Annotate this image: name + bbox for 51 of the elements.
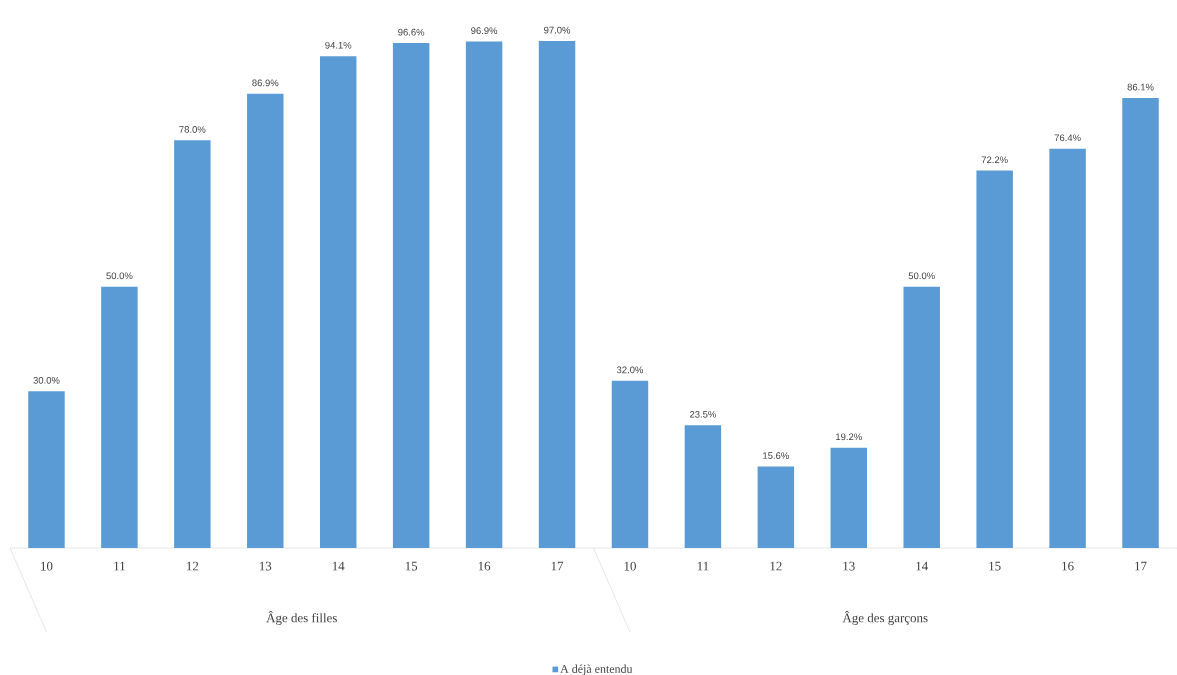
data-label: 96.6% <box>398 28 425 36</box>
bar <box>101 286 138 548</box>
data-label: 97.0% <box>544 26 571 34</box>
bar <box>1122 97 1159 548</box>
bar <box>174 140 211 548</box>
x-tick-label: 11 <box>114 561 125 571</box>
bar <box>465 41 503 548</box>
x-tick-label: 15 <box>405 561 418 571</box>
data-label: 19.2% <box>836 433 862 441</box>
bar <box>392 43 430 548</box>
bar <box>1049 148 1086 548</box>
data-label: 96.9% <box>471 27 498 34</box>
data-label: 76.4% <box>1054 134 1081 142</box>
bar <box>28 391 65 548</box>
x-tick-label: 16 <box>1062 561 1074 571</box>
bar <box>319 56 357 548</box>
bar <box>903 286 940 548</box>
text: Âge des filles <box>266 611 337 625</box>
x-tick-label: 14 <box>916 561 928 571</box>
data-label: 78.0% <box>179 126 206 133</box>
x-tick-label: 12 <box>770 561 782 571</box>
x-tick-label: 11 <box>697 561 709 571</box>
data-label: 86.1% <box>1127 83 1154 91</box>
bar <box>684 425 722 548</box>
bar <box>976 170 1013 548</box>
data-label: 15.6% <box>763 452 789 459</box>
x-tick-label: 17 <box>1135 561 1147 571</box>
data-label: 30.0% <box>33 376 60 384</box>
x-tick-label: 15 <box>989 561 1001 571</box>
x-tick-label: 12 <box>187 561 199 571</box>
data-label: 94.1% <box>325 41 352 49</box>
data-label: 50.0% <box>908 272 935 280</box>
data-label: 50.0% <box>106 272 133 280</box>
bar <box>247 93 284 548</box>
x-tick-label: 13 <box>843 561 855 571</box>
text: Âge des garçons <box>842 611 928 625</box>
x-tick-label: 13 <box>259 561 272 571</box>
bar <box>757 466 795 548</box>
data-label: 32.0% <box>616 366 644 374</box>
x-tick-label: 14 <box>332 561 345 571</box>
bar <box>611 380 649 548</box>
data-label: 23.5% <box>689 410 716 418</box>
x-tick-label: 10 <box>41 561 53 571</box>
x-tick-label: 16 <box>478 561 491 571</box>
x-tick-label: 10 <box>624 561 636 571</box>
x-tick-label: 17 <box>551 561 564 571</box>
legend-label: A déjà entendu <box>560 664 633 675</box>
data-label: 86.9% <box>252 79 279 87</box>
bar <box>538 40 576 548</box>
data-label: 72.2% <box>981 156 1008 164</box>
bar <box>830 447 868 548</box>
